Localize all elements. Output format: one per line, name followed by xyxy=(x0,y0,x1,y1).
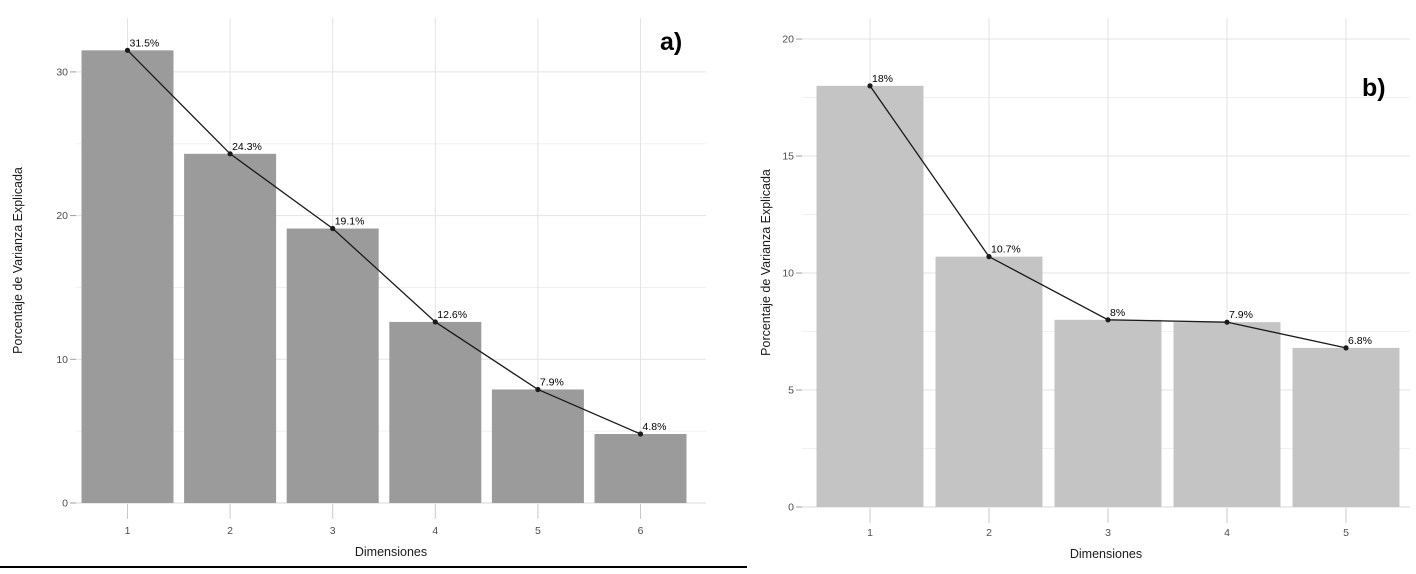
x-tick-label: 2 xyxy=(227,525,233,537)
data-point xyxy=(1224,319,1230,325)
data-point-label: 7.9% xyxy=(1229,309,1253,321)
data-point-label: 12.6% xyxy=(437,309,467,321)
data-point xyxy=(124,47,131,53)
data-point xyxy=(227,151,233,157)
bar xyxy=(184,153,277,504)
bar xyxy=(1173,322,1281,507)
data-point-label: 19.1% xyxy=(335,216,365,228)
x-tick-label: 5 xyxy=(535,525,541,537)
bar xyxy=(594,434,687,503)
panel-label-b: b) xyxy=(1362,74,1386,102)
data-point xyxy=(432,319,438,325)
data-point xyxy=(867,83,873,89)
data-point xyxy=(1343,345,1349,351)
data-point-label: 8% xyxy=(1110,307,1125,319)
data-point-label: 10.7% xyxy=(991,244,1021,256)
bar xyxy=(81,50,174,503)
y-axis-title: Porcentaje de Varianza Explicada xyxy=(11,167,25,354)
trend-line xyxy=(127,49,641,435)
data-point-label: 6.8% xyxy=(1348,335,1372,347)
scree-chart-b: 0 5 10 15 20 1 2 3 4 5 18% 10.7% 8% 7.9% 6.8% Dimension… xyxy=(759,18,1410,561)
bar xyxy=(935,256,1043,507)
data-point xyxy=(986,254,992,260)
x-tick-label: 3 xyxy=(330,525,336,537)
y-axis-title: Porcentaje de Varianza Explicada xyxy=(759,169,773,356)
y-tick-label: 10 xyxy=(782,268,794,280)
x-tick-label: 2 xyxy=(986,527,992,539)
data-point xyxy=(330,225,336,232)
bar xyxy=(1292,347,1400,507)
x-tick-label: 3 xyxy=(1105,527,1111,539)
bar xyxy=(389,321,482,503)
data-point-label: 24.3% xyxy=(232,141,262,153)
bar xyxy=(491,389,584,503)
data-point xyxy=(637,431,644,437)
data-point xyxy=(1105,317,1111,323)
y-tick-label: 10 xyxy=(56,354,68,366)
x-axis-title: Dimensiones xyxy=(355,545,427,559)
y-tick-label: 5 xyxy=(788,385,794,397)
x-tick-label: 6 xyxy=(638,525,644,537)
y-tick-label: 15 xyxy=(782,151,794,163)
y-tick-label: 0 xyxy=(62,498,68,510)
x-tick-label: 4 xyxy=(432,525,438,537)
bar xyxy=(816,85,924,507)
x-tick-label: 1 xyxy=(867,527,873,539)
y-tick-label: 20 xyxy=(56,210,68,222)
data-point xyxy=(535,386,541,393)
y-tick-label: 30 xyxy=(56,66,68,78)
x-tick-label: 5 xyxy=(1343,527,1349,539)
data-point-label: 18% xyxy=(872,73,893,85)
panel-label-a: a) xyxy=(660,28,683,56)
y-tick-label: 20 xyxy=(782,34,794,46)
x-axis-title: Dimensiones xyxy=(1070,547,1142,561)
scree-chart-a: 0 10 20 30 1 2 3 4 5 6 31.5% 24.3% 19.1% 12.6% 7.9% 4.8… xyxy=(11,18,706,559)
data-point-label: 4.8% xyxy=(643,421,667,433)
x-tick-label: 1 xyxy=(125,525,131,537)
y-tick-label: 0 xyxy=(788,502,794,514)
data-point-label: 31.5% xyxy=(130,37,160,49)
data-point-label: 7.9% xyxy=(540,376,564,388)
page-border-line xyxy=(0,566,747,568)
bar xyxy=(286,228,379,503)
x-tick-label: 4 xyxy=(1224,527,1230,539)
bar xyxy=(1054,319,1162,507)
